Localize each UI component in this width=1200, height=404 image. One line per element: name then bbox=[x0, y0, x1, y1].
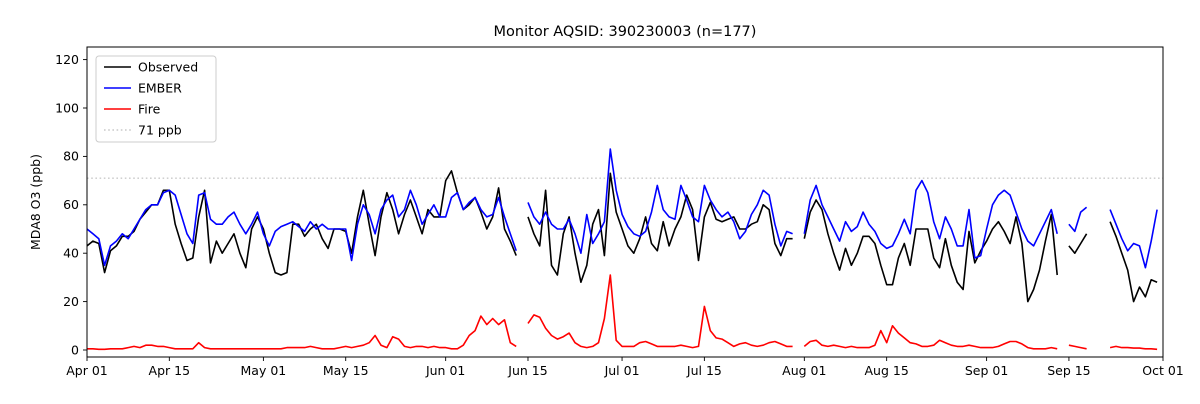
chart-title: Monitor AQSID: 390230003 (n=177) bbox=[494, 24, 757, 40]
x-tick-label: Aug 01 bbox=[782, 363, 826, 378]
legend-label-ember: EMBER bbox=[138, 80, 182, 95]
x-tick-label: Apr 15 bbox=[149, 363, 191, 378]
x-tick-label: Apr 01 bbox=[66, 363, 108, 378]
series-line-fire bbox=[87, 274, 1158, 351]
y-tick-label: 120 bbox=[55, 52, 79, 67]
y-tick-label: 20 bbox=[63, 294, 79, 309]
legend: Observed EMBER Fire 71 ppb bbox=[95, 55, 217, 143]
plot-area: 0 20 40 60 80 100 120 Apr 01 Apr 15 May 01 May 15 J… bbox=[55, 46, 1184, 378]
legend-label-fire: Fire bbox=[138, 101, 161, 116]
y-tick-label: 60 bbox=[63, 197, 79, 212]
plot-border bbox=[86, 46, 1164, 358]
x-tick-label: Sep 01 bbox=[965, 363, 1008, 378]
legend-label-71-ppb: 71 ppb bbox=[138, 122, 182, 137]
x-tick-label: Jun 15 bbox=[507, 363, 547, 378]
x-tick-label: Sep 15 bbox=[1047, 363, 1090, 378]
y-tick-label: 80 bbox=[63, 149, 79, 164]
y-axis-label: MDA8 O3 (ppb) bbox=[28, 154, 43, 250]
x-tick-label: May 15 bbox=[323, 363, 369, 378]
x-tick-label: Jul 15 bbox=[686, 363, 722, 378]
x-tick-label: May 01 bbox=[241, 363, 287, 378]
y-tick-label: 0 bbox=[71, 342, 79, 357]
x-tick-label: Aug 15 bbox=[865, 363, 909, 378]
x-tick-label: Jun 01 bbox=[425, 363, 465, 378]
y-tick-label: 100 bbox=[55, 100, 79, 115]
series-line-observed bbox=[86, 170, 1158, 303]
series-line-ember bbox=[86, 148, 1158, 269]
y-tick-label: 40 bbox=[63, 246, 79, 261]
x-tick-label: Jul 01 bbox=[604, 363, 640, 378]
legend-label-observed: Observed bbox=[138, 59, 198, 74]
legend-box bbox=[95, 55, 217, 143]
x-tick-label: Oct 01 bbox=[1142, 363, 1184, 378]
